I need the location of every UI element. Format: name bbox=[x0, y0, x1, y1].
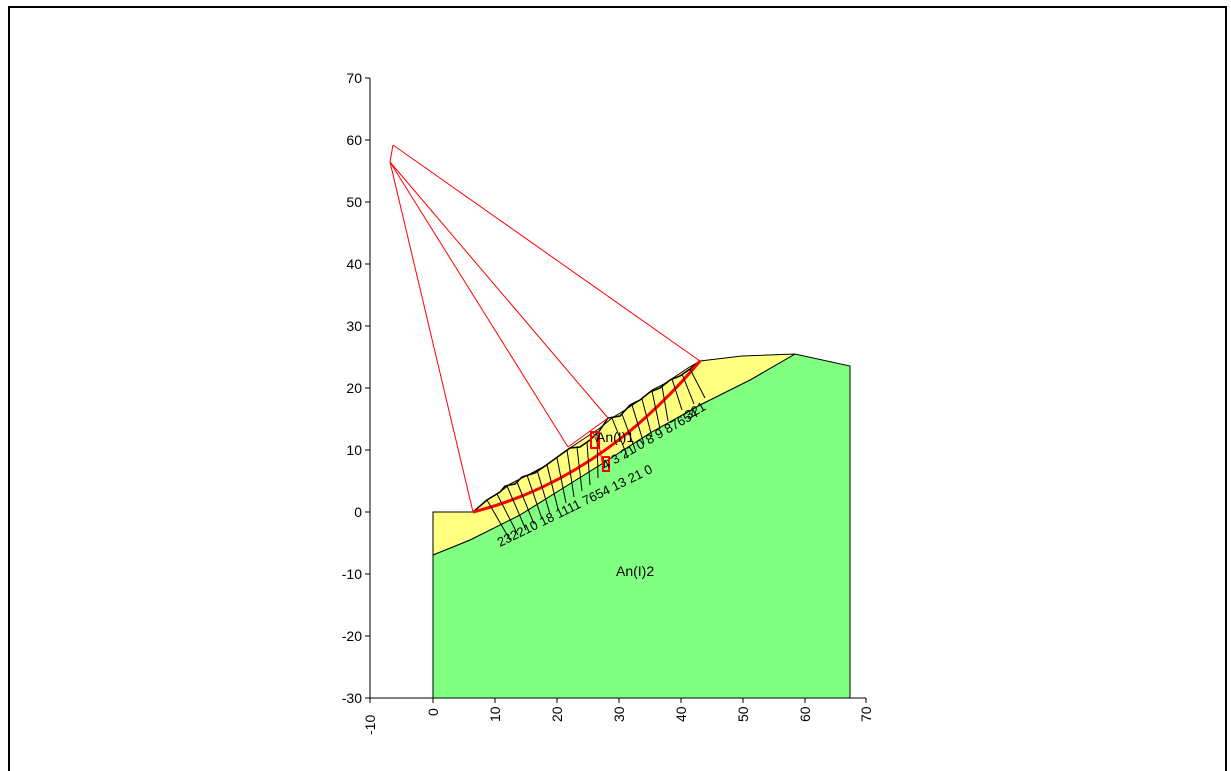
slice-lines bbox=[486, 368, 706, 541]
y-tick-label: 0 bbox=[354, 504, 362, 520]
x-tick-label: 20 bbox=[549, 706, 565, 722]
lower-layer-label: An(I)2 bbox=[616, 563, 654, 579]
marker-box-lower bbox=[602, 456, 610, 472]
y-axis-ticks bbox=[365, 77, 370, 699]
y-tick-label: -30 bbox=[342, 690, 362, 706]
x-tick-label: 60 bbox=[797, 706, 813, 722]
x-tick-label: 30 bbox=[611, 706, 627, 722]
x-tick-label: 0 bbox=[425, 708, 441, 716]
x-tick-label: 40 bbox=[673, 706, 689, 722]
y-tick-label: 60 bbox=[346, 132, 362, 148]
y-tick-label: 20 bbox=[346, 380, 362, 396]
y-tick-label: 70 bbox=[346, 70, 362, 86]
x-tick-label: 70 bbox=[858, 706, 874, 722]
y-tick-label: -20 bbox=[342, 628, 362, 644]
y-tick-label: 50 bbox=[346, 194, 362, 210]
critical-slip-surface bbox=[472, 360, 702, 514]
y-tick-label: -10 bbox=[342, 566, 362, 582]
upper-layer-label: An(I)1 bbox=[596, 429, 634, 445]
x-tick-label: -10 bbox=[362, 715, 378, 735]
x-tick-label: 10 bbox=[487, 706, 503, 722]
y-tick-label: 30 bbox=[346, 318, 362, 334]
marker-box-upper bbox=[590, 431, 600, 449]
x-tick-label: 50 bbox=[735, 706, 751, 722]
y-tick-label: 10 bbox=[346, 442, 362, 458]
x-axis-ticks bbox=[369, 698, 867, 703]
y-tick-label: 40 bbox=[346, 256, 362, 272]
